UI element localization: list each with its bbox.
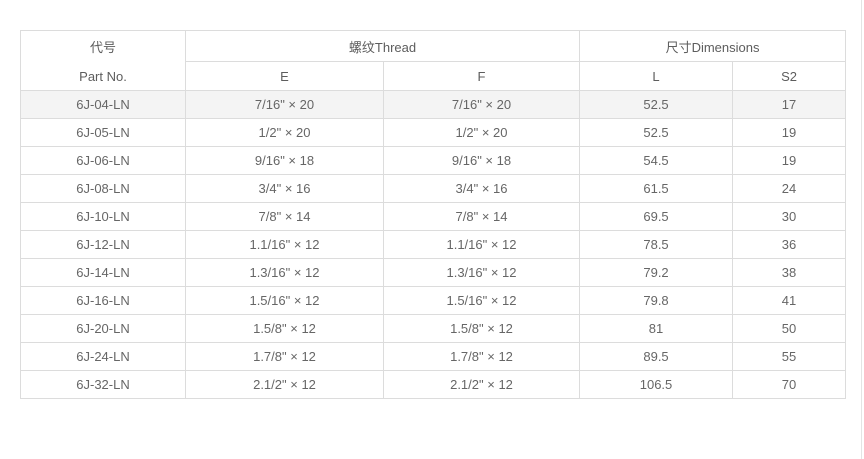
header-col-f: F [382,61,581,91]
cell-thread-e: 1.1/16" × 12 [185,230,384,259]
cell-dim-s2: 50 [732,314,847,343]
cell-thread-f: 2.1/2" × 12 [382,370,581,399]
cell-dim-s2: 38 [732,258,847,287]
header-part-no-cn: 代号 [89,40,116,55]
cell-dim-l: 81 [579,314,734,343]
cell-dim-l: 52.5 [579,118,734,147]
table-row: 6J-08-LN 3/4" × 16 3/4" × 16 61.5 24 [20,174,847,203]
table-header: 代号 Part No. 螺纹Thread 尺寸Dimensions E F L … [20,30,847,91]
table-row: 6J-12-LN 1.1/16" × 12 1.1/16" × 12 78.5 36 [20,230,847,259]
cell-thread-e: 7/8" × 14 [185,202,384,231]
cell-dim-l: 61.5 [579,174,734,203]
table-row: 6J-14-LN 1.3/16" × 12 1.3/16" × 12 79.2 38 [20,258,847,287]
cell-dim-l: 52.5 [579,90,734,119]
cell-dim-s2: 24 [732,174,847,203]
cell-dim-l: 54.5 [579,146,734,175]
cell-thread-f: 1.7/8" × 12 [382,342,581,371]
cell-dim-l: 89.5 [579,342,734,371]
cell-thread-f: 1.1/16" × 12 [382,230,581,259]
cell-thread-e: 1/2" × 20 [185,118,384,147]
cell-part-no: 6J-32-LN [20,370,186,399]
cell-dim-s2: 19 [732,146,847,175]
cell-part-no: 6J-24-LN [20,342,186,371]
cell-dim-l: 79.8 [579,286,734,315]
table-row: 6J-10-LN 7/8" × 14 7/8" × 14 69.5 30 [20,202,847,231]
cell-part-no: 6J-14-LN [20,258,186,287]
header-dimensions-group: 尺寸Dimensions [579,30,847,62]
cell-part-no: 6J-16-LN [20,286,186,315]
cell-thread-f: 3/4" × 16 [382,174,581,203]
table-body: 6J-04-LN 7/16" × 20 7/16" × 20 52.5 17 6J-05-… [20,90,847,399]
cell-thread-e: 2.1/2" × 12 [185,370,384,399]
cell-thread-f: 1.5/8" × 12 [382,314,581,343]
page-right-edge-divider [861,0,862,459]
cell-thread-e: 1.7/8" × 12 [185,342,384,371]
cell-thread-f: 7/16" × 20 [382,90,581,119]
table-row: 6J-06-LN 9/16" × 18 9/16" × 18 54.5 19 [20,146,847,175]
cell-dim-s2: 19 [732,118,847,147]
cell-dim-s2: 70 [732,370,847,399]
header-part-no-en: Part No. [79,68,127,84]
cell-thread-f: 1.3/16" × 12 [382,258,581,287]
cell-thread-e: 1.5/8" × 12 [185,314,384,343]
header-part-no: 代号 Part No. [20,30,186,91]
cell-part-no: 6J-04-LN [20,90,186,119]
cell-thread-e: 3/4" × 16 [185,174,384,203]
cell-dim-l: 79.2 [579,258,734,287]
table-row: 6J-24-LN 1.7/8" × 12 1.7/8" × 12 89.5 55 [20,342,847,371]
cell-dim-l: 69.5 [579,202,734,231]
cell-thread-f: 7/8" × 14 [382,202,581,231]
cell-dim-s2: 36 [732,230,847,259]
cell-thread-e: 1.3/16" × 12 [185,258,384,287]
table-row: 6J-32-LN 2.1/2" × 12 2.1/2" × 12 106.5 70 [20,370,847,399]
cell-thread-f: 1.5/16" × 12 [382,286,581,315]
table-row: 6J-05-LN 1/2" × 20 1/2" × 20 52.5 19 [20,118,847,147]
table-row: 6J-16-LN 1.5/16" × 12 1.5/16" × 12 79.8 41 [20,286,847,315]
table-row: 6J-20-LN 1.5/8" × 12 1.5/8" × 12 81 50 [20,314,847,343]
cell-part-no: 6J-05-LN [20,118,186,147]
cell-dim-l: 78.5 [579,230,734,259]
cell-thread-e: 7/16" × 20 [185,90,384,119]
header-thread-group: 螺纹Thread [184,30,581,62]
cell-thread-f: 9/16" × 18 [382,146,581,175]
thread-dimensions-table: 代号 Part No. 螺纹Thread 尺寸Dimensions E F L … [20,30,847,399]
header-col-s2: S2 [732,61,847,91]
cell-part-no: 6J-20-LN [20,314,186,343]
header-col-e: E [185,61,384,91]
table-row: 6J-04-LN 7/16" × 20 7/16" × 20 52.5 17 [20,90,847,119]
cell-thread-f: 1/2" × 20 [382,118,581,147]
cell-thread-e: 1.5/16" × 12 [185,286,384,315]
cell-dim-s2: 55 [732,342,847,371]
cell-thread-e: 9/16" × 18 [185,146,384,175]
header-col-l: L [579,61,734,91]
cell-dim-s2: 41 [732,286,847,315]
cell-dim-s2: 30 [732,202,847,231]
cell-part-no: 6J-12-LN [20,230,186,259]
cell-part-no: 6J-08-LN [20,174,186,203]
cell-part-no: 6J-06-LN [20,146,186,175]
cell-dim-l: 106.5 [579,370,734,399]
cell-dim-s2: 17 [732,90,847,119]
cell-part-no: 6J-10-LN [20,202,186,231]
